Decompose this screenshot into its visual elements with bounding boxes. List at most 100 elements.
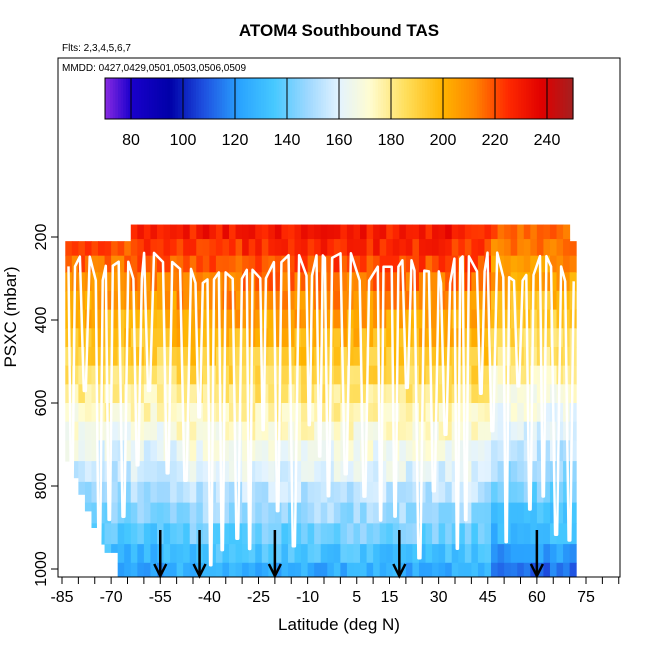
heatmap-cell	[117, 562, 125, 577]
heatmap-cell	[353, 384, 361, 404]
colorbar-tick-label: 160	[326, 132, 353, 149]
heatmap-cell	[556, 239, 564, 257]
heatmap-cell	[137, 224, 145, 240]
heatmap-cell	[510, 544, 518, 564]
colorbar-swatch	[146, 78, 150, 119]
colorbar-swatch	[346, 78, 350, 119]
colorbar-swatch	[544, 78, 548, 119]
colorbar-swatch	[185, 78, 189, 119]
heatmap-cell	[392, 272, 400, 292]
heatmap-cell	[477, 224, 485, 240]
heatmap-cell	[366, 523, 374, 545]
heatmap-cell	[111, 403, 119, 423]
colorbar-swatch	[224, 78, 228, 119]
colorbar-swatch	[112, 78, 116, 119]
heatmap-cell	[536, 440, 544, 462]
heatmap-cell	[287, 562, 296, 577]
heatmap-cell	[536, 224, 544, 240]
heatmap-cell	[458, 365, 466, 385]
heatmap-cell	[543, 365, 551, 385]
heatmap-cell	[78, 403, 86, 423]
heatmap-cell	[386, 562, 394, 577]
colorbar-swatch	[136, 78, 140, 119]
colorbar-swatch	[375, 78, 379, 119]
heatmap-cell	[242, 421, 250, 441]
heatmap-cell	[530, 255, 538, 273]
heatmap-cell	[399, 239, 407, 257]
heatmap-cell	[386, 384, 394, 404]
heatmap-cell	[130, 481, 138, 504]
heatmap-cell	[287, 309, 296, 329]
colorbar-swatch	[294, 78, 298, 119]
heatmap-cell	[156, 421, 165, 441]
heatmap-cell	[510, 403, 518, 423]
heatmap-cell	[353, 523, 361, 545]
heatmap-cell	[156, 440, 165, 462]
heatmap-cell	[143, 309, 151, 329]
colorbar-swatch	[105, 78, 109, 119]
heatmap-cell	[163, 309, 171, 329]
heatmap-cell	[491, 224, 499, 240]
heatmap-cell	[556, 544, 564, 564]
heatmap-cell	[274, 239, 282, 257]
colorbar-swatch	[211, 78, 215, 119]
heatmap-cell	[425, 562, 433, 577]
heatmap-cell	[399, 461, 407, 483]
heatmap-cell	[425, 421, 433, 441]
heatmap-cell	[137, 502, 145, 524]
heatmap-cell	[510, 481, 518, 504]
heatmap-cell	[202, 502, 210, 524]
heatmap-cell	[235, 224, 243, 240]
heatmap-cell	[255, 440, 263, 462]
heatmap-cell	[484, 365, 492, 385]
heatmap-cell	[71, 384, 79, 404]
heatmap-cell	[340, 255, 348, 273]
heatmap-cell	[333, 309, 341, 329]
heatmap-cell	[530, 481, 538, 504]
heatmap-cell	[392, 309, 400, 329]
heatmap-cell	[543, 346, 551, 367]
heatmap-cell	[170, 403, 178, 423]
heatmap-cell	[464, 502, 472, 524]
heatmap-cell	[425, 440, 433, 462]
heatmap-cell	[491, 461, 499, 483]
heatmap-cell	[65, 255, 73, 273]
heatmap-cell	[543, 461, 551, 483]
heatmap-cell	[418, 239, 427, 257]
heatmap-cell	[320, 440, 328, 462]
heatmap-cell	[176, 239, 184, 257]
heatmap-cell	[274, 224, 282, 240]
colorbar-swatch	[469, 78, 473, 119]
heatmap-cell	[412, 272, 420, 292]
heatmap-cell	[163, 544, 171, 564]
heatmap-cell	[517, 461, 525, 483]
heatmap-cell	[229, 481, 237, 504]
heatmap-cell	[255, 346, 263, 367]
colorbar-swatch	[125, 78, 129, 119]
colorbar-swatch	[362, 78, 366, 119]
heatmap-cell	[301, 421, 309, 441]
heatmap-cell	[314, 523, 322, 545]
heatmap-cell	[235, 562, 243, 577]
heatmap-cell	[137, 461, 145, 483]
heatmap-cell	[392, 290, 400, 311]
heatmap-cell	[536, 403, 544, 423]
colorbar-swatch	[115, 78, 119, 119]
heatmap-cell	[274, 328, 282, 348]
heatmap-cell	[301, 346, 309, 367]
heatmap-cell	[399, 523, 407, 545]
heatmap-cell	[510, 255, 518, 273]
heatmap-cell	[183, 328, 191, 348]
heatmap-cell	[445, 481, 453, 504]
heatmap-cell	[412, 239, 420, 257]
heatmap-cell	[340, 239, 348, 257]
heatmap-cell	[255, 421, 263, 441]
heatmap-cell	[333, 272, 341, 292]
heatmap-cell	[386, 290, 394, 311]
colorbar-swatch	[209, 78, 213, 119]
heatmap-cell	[360, 403, 368, 423]
heatmap-cell	[274, 346, 282, 367]
heatmap-cell	[242, 461, 250, 483]
heatmap-cell	[477, 481, 485, 504]
heatmap-cell	[268, 523, 276, 545]
